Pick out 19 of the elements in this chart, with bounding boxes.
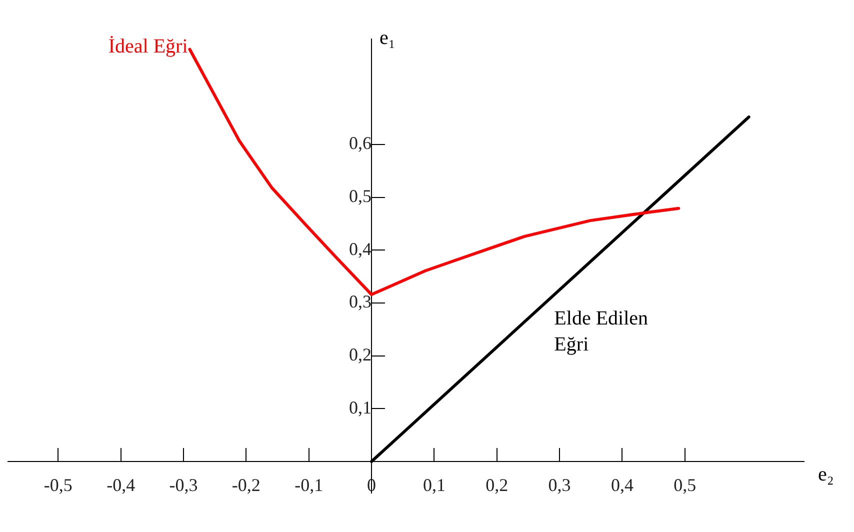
y-tick-label: 0,6 — [349, 133, 372, 154]
series-label: İdeal Eğri — [108, 36, 188, 58]
x-tick-label: 0,4 — [610, 475, 634, 496]
x-tick-label: -0,5 — [44, 475, 72, 496]
y-tick-label: 0,3 — [349, 292, 372, 312]
y-tick-label: 0,1 — [349, 397, 372, 418]
x-tick-label: 0,3 — [548, 475, 571, 496]
x-tick-label: 0,5 — [674, 475, 696, 496]
x-tick-label: -0,4 — [106, 475, 136, 496]
x-tick-label: 0,2 — [486, 475, 508, 496]
x-tick-label: -0,1 — [294, 475, 324, 496]
y-tick-label: 0,2 — [349, 344, 372, 365]
x-axis-title: e₂ — [818, 464, 834, 486]
x-tick-label: -0,3 — [169, 475, 198, 496]
x-tick-label: 0,1 — [422, 475, 446, 496]
y-tick-label: 0,5 — [349, 186, 372, 206]
x-tick-label: -0,2 — [232, 475, 260, 496]
y-axis-title: e₁ — [380, 27, 396, 50]
series-label: Elde Edilen Eğri — [554, 308, 648, 356]
